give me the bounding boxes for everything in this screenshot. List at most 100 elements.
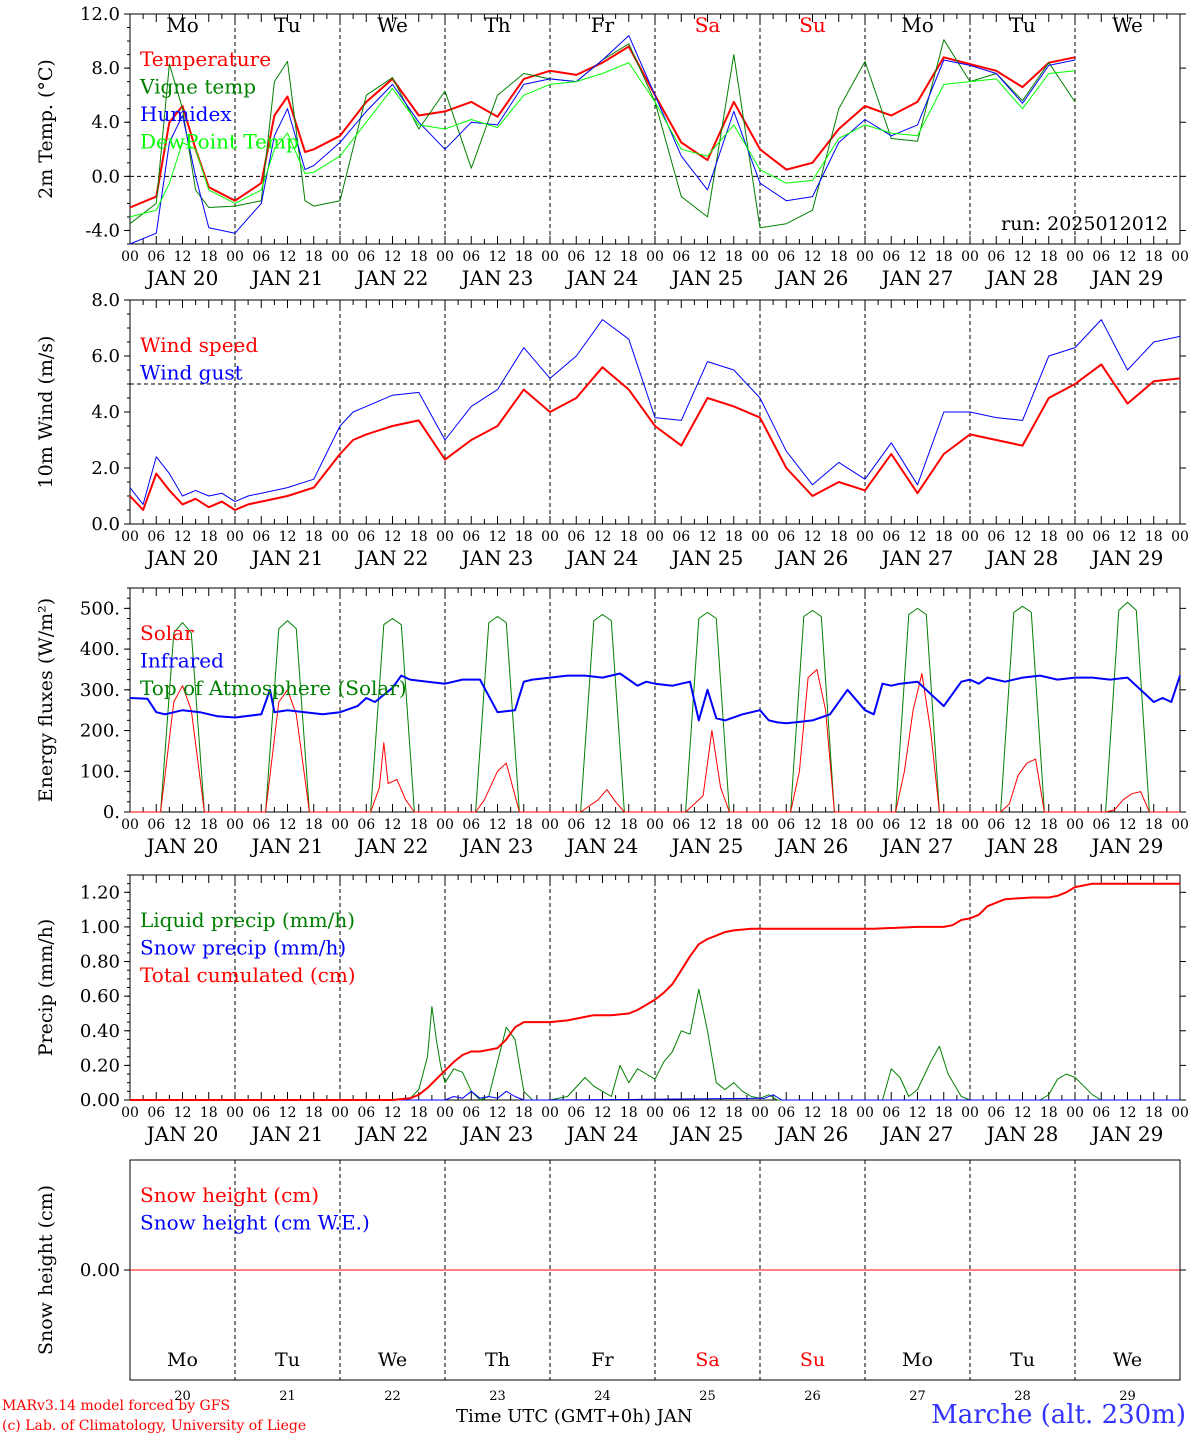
panel-precip: 0.00 0.20 0.40 0.60 0.80 1.00 1.20 Precip (mm/h… <box>35 874 1189 1146</box>
hour-tick-label: 12 <box>384 249 402 265</box>
date-label: JAN 26 <box>775 266 849 290</box>
hour-tick-label: 00 <box>856 817 874 833</box>
hour-tick-label: 00 <box>1171 529 1189 545</box>
date-label: JAN 26 <box>775 546 849 570</box>
hour-tick-label: 12 <box>909 817 927 833</box>
hour-tick-label: 12 <box>279 817 297 833</box>
hour-tick-label: 18 <box>935 817 953 833</box>
precip-y-tick-label: 1.00 <box>80 917 120 938</box>
date-label: JAN 26 <box>775 834 849 858</box>
legend-wind-gust: Wind gust <box>140 361 243 385</box>
wind-y-tick-label: 2.0 <box>91 458 120 479</box>
hour-tick-label: 18 <box>1040 529 1058 545</box>
hour-tick-label: 12 <box>384 529 402 545</box>
series-solar <box>130 669 1180 813</box>
hour-tick-label: 18 <box>515 817 533 833</box>
series-temperature <box>129 45 1076 209</box>
model-credit: MARv3.14 model forced by GFS <box>2 1398 231 1414</box>
wind-y-tick-label: 6.0 <box>91 346 120 367</box>
panel-wind: 0.0 2.0 4.0 6.0 8.0 10m Wind (m/s) Wind speed W… <box>35 290 1189 570</box>
hour-tick-label: 18 <box>620 817 638 833</box>
legend-humidex: Humidex <box>140 102 232 126</box>
hour-tick-label: 12 <box>279 529 297 545</box>
hour-tick-label: 06 <box>567 817 585 833</box>
hour-tick-label: 00 <box>1066 817 1084 833</box>
weekday-label: Fr <box>591 13 615 37</box>
day-number-label: 25 <box>699 1389 716 1404</box>
date-label: JAN 23 <box>460 266 534 290</box>
day-number-label: 20 <box>174 1389 191 1404</box>
hour-tick-label: 12 <box>804 1105 822 1121</box>
hour-tick-label: 18 <box>1145 529 1163 545</box>
hour-tick-label: 00 <box>856 529 874 545</box>
hour-tick-label: 12 <box>1119 1105 1137 1121</box>
date-label: JAN 24 <box>565 546 639 570</box>
hour-tick-label: 12 <box>804 817 822 833</box>
hour-tick-label: 12 <box>174 1105 192 1121</box>
hour-tick-label: 00 <box>436 1105 454 1121</box>
hour-tick-label: 18 <box>305 529 323 545</box>
weekday-label: Fr <box>591 1349 614 1371</box>
hour-tick-label: 12 <box>594 249 612 265</box>
hour-tick-label: 12 <box>279 1105 297 1121</box>
hour-tick-label: 00 <box>751 817 769 833</box>
legend-infrared: Infrared <box>140 649 224 673</box>
temp-y-tick-label: 8.0 <box>91 58 120 79</box>
date-label: JAN 22 <box>355 266 429 290</box>
date-label: JAN 20 <box>145 266 219 290</box>
hour-tick-label: 00 <box>646 249 664 265</box>
day-number-label: 21 <box>279 1389 296 1404</box>
series-wind-gust <box>129 319 1181 505</box>
hour-tick-label: 06 <box>252 817 270 833</box>
wind-y-tick-label: 4.0 <box>91 402 120 423</box>
day-number-label: 29 <box>1119 1389 1136 1404</box>
hour-tick-label: 00 <box>961 529 979 545</box>
legend-snow-precip-mm-h-: Snow precip (mm/h) <box>140 936 346 960</box>
hour-tick-label: 00 <box>541 249 559 265</box>
hour-tick-label: 12 <box>909 249 927 265</box>
hour-tick-label: 12 <box>489 249 507 265</box>
hour-tick-label: 12 <box>699 529 717 545</box>
legend-wind-speed: Wind speed <box>140 333 258 357</box>
hour-tick-label: 00 <box>856 249 874 265</box>
hour-tick-label: 18 <box>515 1105 533 1121</box>
hour-tick-label: 18 <box>515 249 533 265</box>
hour-tick-label: 06 <box>987 817 1005 833</box>
hour-tick-label: 06 <box>567 1105 585 1121</box>
hour-tick-label: 12 <box>1014 817 1032 833</box>
hour-tick-label: 06 <box>357 529 375 545</box>
precip-y-tick-label: 0.20 <box>80 1055 120 1076</box>
hour-tick-label: 06 <box>987 249 1005 265</box>
legend-temperature: Temperature <box>140 47 271 71</box>
hour-tick-label: 00 <box>541 529 559 545</box>
hour-tick-label: 18 <box>830 1105 848 1121</box>
date-label: JAN 23 <box>460 834 534 858</box>
hour-tick-label: 18 <box>1145 249 1163 265</box>
hour-tick-label: 00 <box>646 817 664 833</box>
legend-vigne-temp: Vigne temp <box>139 75 256 99</box>
hour-tick-label: 18 <box>830 817 848 833</box>
hour-tick-label: 06 <box>882 1105 900 1121</box>
hour-tick-label: 12 <box>489 529 507 545</box>
hour-tick-label: 06 <box>672 249 690 265</box>
date-label: JAN 23 <box>460 546 534 570</box>
temp-y-tick-label: 0.0 <box>91 166 120 187</box>
energy-y-tick-label: 0. <box>103 802 120 823</box>
hour-tick-label: 18 <box>410 249 428 265</box>
hour-tick-label: 12 <box>174 529 192 545</box>
weekday-label: Su <box>800 1349 825 1371</box>
hour-tick-label: 18 <box>1040 1105 1058 1121</box>
hour-tick-label: 18 <box>935 529 953 545</box>
weekday-label: Th <box>484 13 510 37</box>
hour-tick-label: 18 <box>305 1105 323 1121</box>
energy-y-tick-label: 200. <box>80 721 120 742</box>
hour-tick-label: 12 <box>594 529 612 545</box>
date-label: JAN 29 <box>1090 546 1164 570</box>
weekday-label: Su <box>799 13 826 37</box>
hour-tick-label: 06 <box>357 1105 375 1121</box>
date-label: JAN 29 <box>1090 266 1164 290</box>
hour-tick-label: 18 <box>1145 1105 1163 1121</box>
date-label: JAN 21 <box>250 1122 324 1146</box>
hour-tick-label: 12 <box>489 1105 507 1121</box>
snow-y-label: Snow height (cm) <box>35 1185 57 1355</box>
